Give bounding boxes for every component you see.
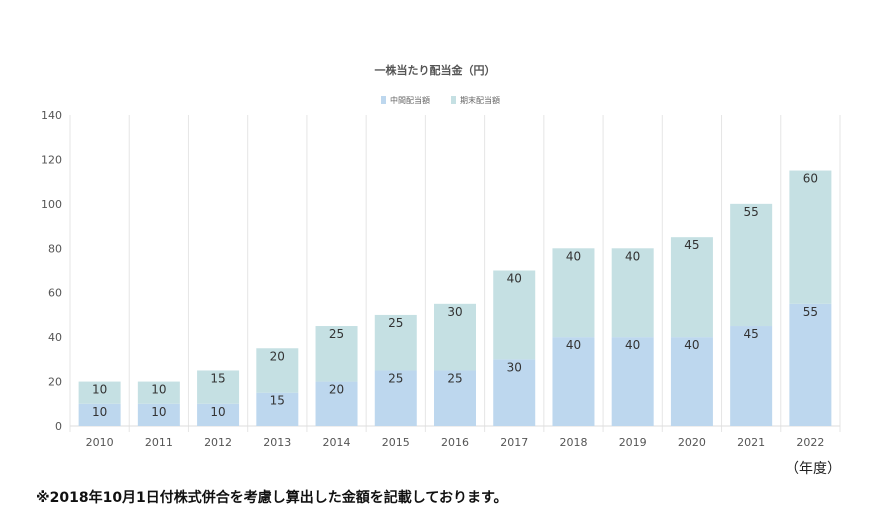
bar-segment bbox=[137, 403, 180, 426]
data-label: 15 bbox=[210, 371, 225, 385]
y-tick-label: 20 bbox=[48, 376, 62, 389]
data-label: 55 bbox=[803, 305, 818, 319]
data-label: 40 bbox=[566, 338, 581, 352]
data-label: 20 bbox=[270, 349, 285, 363]
data-label: 10 bbox=[151, 383, 166, 397]
x-tick-label: 2021 bbox=[737, 436, 765, 449]
bar-segment bbox=[197, 403, 240, 426]
data-label: 10 bbox=[210, 405, 225, 419]
y-tick-label: 80 bbox=[48, 242, 62, 255]
x-tick-label: 2020 bbox=[678, 436, 706, 449]
data-label: 45 bbox=[684, 238, 699, 252]
x-tick-label: 2012 bbox=[204, 436, 232, 449]
x-tick-label: 2011 bbox=[145, 436, 173, 449]
legend-label: 中間配当額 bbox=[390, 95, 430, 105]
data-label: 30 bbox=[507, 360, 522, 374]
x-tick-label: 2022 bbox=[796, 436, 824, 449]
x-tick-label: 2010 bbox=[86, 436, 114, 449]
legend-swatch bbox=[381, 96, 386, 104]
data-label: 25 bbox=[388, 316, 403, 330]
x-tick-label: 2018 bbox=[559, 436, 587, 449]
x-tick-label: 2016 bbox=[441, 436, 469, 449]
data-label: 10 bbox=[92, 383, 107, 397]
y-tick-label: 120 bbox=[41, 153, 62, 166]
data-label: 55 bbox=[744, 205, 759, 219]
bar-segment bbox=[256, 348, 299, 393]
bar-segment bbox=[315, 381, 358, 426]
data-label: 30 bbox=[447, 305, 462, 319]
data-label: 15 bbox=[270, 394, 285, 408]
x-tick-label: 2019 bbox=[619, 436, 647, 449]
chart-title: 一株当たり配当金（円） bbox=[375, 63, 496, 77]
data-label: 40 bbox=[684, 338, 699, 352]
y-tick-label: 100 bbox=[41, 198, 62, 211]
y-tick-label: 60 bbox=[48, 287, 62, 300]
data-label: 10 bbox=[151, 405, 166, 419]
bar-segment bbox=[611, 248, 654, 338]
bar-segment bbox=[434, 370, 476, 426]
bar-segment bbox=[611, 337, 654, 426]
bar-segment bbox=[78, 403, 121, 426]
bar-segment bbox=[789, 170, 832, 304]
data-label: 40 bbox=[566, 249, 581, 263]
x-tick-label: 2014 bbox=[323, 436, 351, 449]
x-unit-label: （年度） bbox=[785, 461, 841, 477]
bar-segment bbox=[434, 303, 476, 371]
x-tick-label: 2017 bbox=[500, 436, 528, 449]
data-label: 40 bbox=[625, 338, 640, 352]
bar-segment bbox=[493, 359, 536, 426]
data-label: 10 bbox=[92, 405, 107, 419]
data-label: 45 bbox=[744, 327, 759, 341]
legend-swatch bbox=[451, 96, 456, 104]
bar-segment bbox=[315, 326, 358, 382]
data-label: 25 bbox=[329, 327, 344, 341]
bar-segment bbox=[137, 381, 180, 404]
bar-segment bbox=[789, 303, 832, 426]
legend-label: 期末配当額 bbox=[460, 95, 500, 105]
bar-segment bbox=[493, 270, 536, 360]
bar-segment bbox=[374, 370, 417, 426]
bar-segment bbox=[374, 314, 417, 371]
bar-segment bbox=[197, 370, 240, 404]
bar-segment bbox=[552, 337, 595, 426]
data-label: 40 bbox=[507, 272, 522, 286]
bar-segment bbox=[78, 381, 121, 404]
data-label: 60 bbox=[803, 172, 818, 186]
data-label: 25 bbox=[388, 371, 403, 385]
bar-segment bbox=[730, 203, 773, 327]
data-label: 25 bbox=[447, 371, 462, 385]
y-tick-label: 140 bbox=[41, 109, 62, 122]
y-tick-label: 40 bbox=[48, 331, 62, 344]
dividend-chart: 一株当たり配当金（円） 中間配当額 期末配当額 0 20 40 60 80 100 120 140 1… bbox=[41, 63, 841, 449]
data-label: 20 bbox=[329, 383, 344, 397]
bar-segment bbox=[670, 337, 713, 426]
footnote: ※2018年10月1日付株式併合を考慮し算出した金額を記載しております。 bbox=[36, 490, 508, 506]
bar-segment bbox=[730, 326, 773, 426]
y-tick-label: 0 bbox=[55, 420, 62, 433]
data-label: 40 bbox=[625, 249, 640, 263]
bar-segment bbox=[670, 237, 713, 338]
bar-segment bbox=[552, 248, 595, 338]
x-tick-label: 2013 bbox=[263, 436, 291, 449]
bar-segment bbox=[256, 392, 299, 426]
x-tick-label: 2015 bbox=[382, 436, 410, 449]
